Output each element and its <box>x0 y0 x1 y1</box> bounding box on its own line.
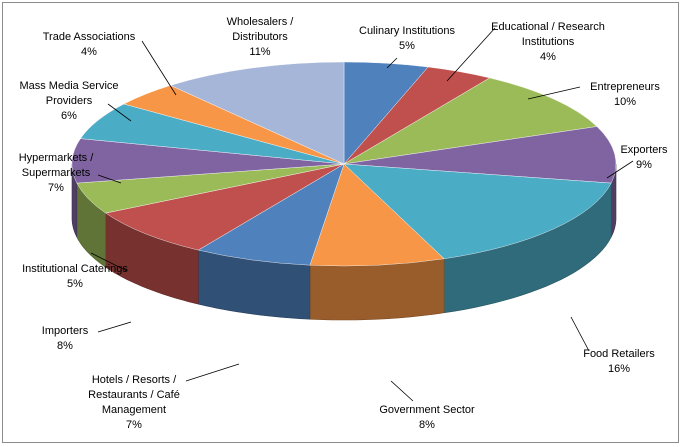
slice-label-hotels-resorts-restaurants-caf-management: Hotels / Resorts / Restaurants / Café Mana… <box>88 374 180 431</box>
slice-label-institutional-caterings: Institutional Caterings 5% <box>22 263 128 290</box>
slice-label-trade-associations-leader-line <box>141 40 177 96</box>
slice-label-food-retailers-leader-line <box>570 316 590 352</box>
slice-hypermarkets-supermarkets <box>71 138 345 184</box>
slice-label-exporters: Exporters 9% <box>620 144 668 171</box>
slice-label-hotels-resorts-restaurants-caf-management-leader-line <box>185 363 240 382</box>
slice-hotels-resorts-restaurants-caf-management <box>197 163 345 266</box>
slice-label-entrepreneurs-leader-line <box>527 86 581 100</box>
slice-label-wholesalers-distributors: Wholesalers / Distributors 11% <box>227 16 295 58</box>
slice-label-mass-media-service-providers: Mass Media Service Providers 6% <box>19 80 118 122</box>
slice-exporters <box>343 126 617 184</box>
slice-importers <box>105 163 345 251</box>
slice-label-hypermarkets-supermarkets-leader-line <box>97 174 122 184</box>
slice-label-educational-research-institutions: Educational / Research Institutions 4% <box>491 21 605 63</box>
slice-label-culinary-institutions: Culinary Institutions 5% <box>359 25 455 52</box>
slice-label-government-sector: Government Sector 8% <box>379 404 475 431</box>
slice-government-sector <box>309 163 445 267</box>
slice-label-food-retailers: Food Retailers 16% <box>583 348 655 375</box>
slice-label-exporters-leader-line <box>606 160 634 179</box>
slice-entrepreneurs <box>343 77 598 165</box>
slice-label-hypermarkets-supermarkets: Hypermarkets / Supermarkets 7% <box>19 152 95 194</box>
chart-area: Culinary Institutions 5% Educational / Res… <box>2 2 679 443</box>
slice-label-importers-leader-line <box>97 321 132 333</box>
slice-label-entrepreneurs: Entrepreneurs 10% <box>590 81 660 108</box>
slice-government-sector-side <box>309 258 445 321</box>
slice-label-institutional-caterings-leader-line <box>90 252 128 272</box>
slice-label-importers: Importers 8% <box>42 325 89 352</box>
pie-chart: Culinary Institutions 5% Educational / Res… <box>19 16 668 431</box>
slice-label-educational-research-institutions-leader-line <box>446 27 496 82</box>
slice-food-retailers <box>343 163 612 260</box>
slice-label-trade-associations: Trade Associations 4% <box>43 31 136 58</box>
slice-wholesalers-distributors <box>170 61 345 165</box>
slice-label-government-sector-leader-line <box>390 380 414 402</box>
slice-label-mass-media-service-providers-leader-line <box>107 103 132 122</box>
slice-label-culinary-institutions-leader-line <box>386 57 398 69</box>
